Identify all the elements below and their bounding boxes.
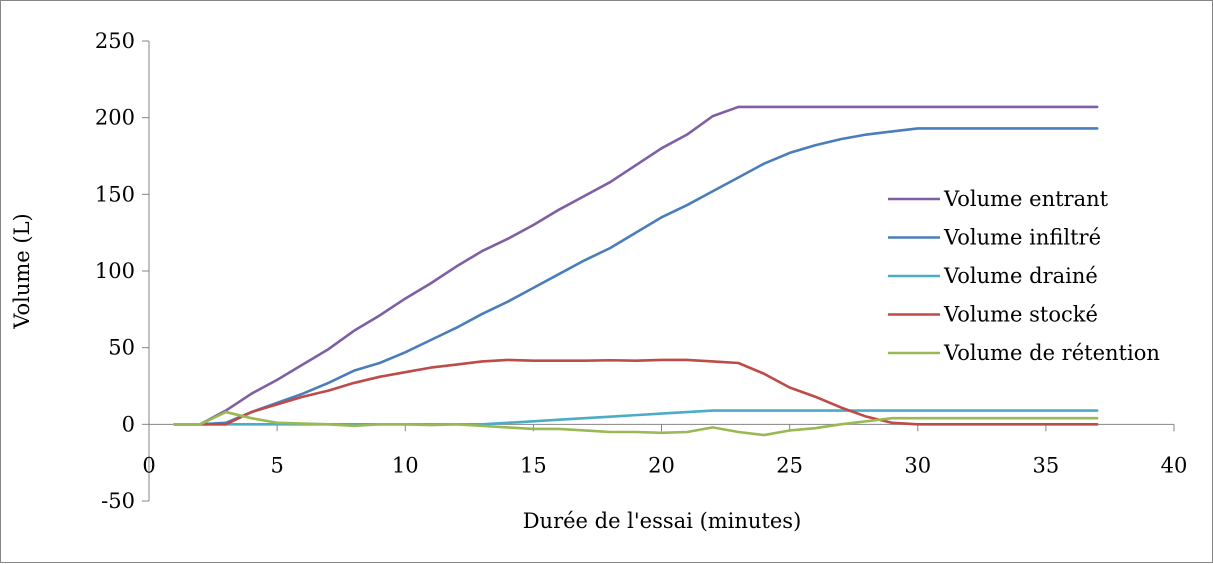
series-line-volume-entrant <box>173 105 1099 426</box>
x-tick-label: 0 <box>142 453 155 477</box>
legend-label: Volume stocké <box>943 303 1098 327</box>
y-axis-title: Volume (L) <box>10 213 34 329</box>
y-tick-label: -50 <box>101 489 135 513</box>
y-tick-label: 200 <box>95 106 135 130</box>
series-line-volume-de-retention <box>173 410 1099 437</box>
legend-label: Volume drainé <box>943 264 1098 288</box>
x-tick-label: 30 <box>904 453 931 477</box>
series-layer <box>173 105 1099 437</box>
axes: -50 0 50 100 150 200 250 0 5 10 15 20 25 30 35 40 <box>95 29 1187 513</box>
series-line-volume-infiltre <box>173 127 1099 426</box>
series-line-volume-stocke <box>173 358 1099 426</box>
y-tick-label: 50 <box>108 336 135 360</box>
legend-item-volume-stocke: Volume stocké <box>888 303 1098 327</box>
legend-item-volume-draine: Volume drainé <box>888 264 1098 288</box>
x-tick-label: 15 <box>520 453 547 477</box>
x-tick-label: 40 <box>1161 453 1188 477</box>
legend-label: Volume infiltré <box>943 226 1101 250</box>
y-tick-label: 0 <box>122 412 135 436</box>
legend-item-volume-infiltre: Volume infiltré <box>888 226 1101 250</box>
legend-label: Volume entrant <box>943 187 1109 211</box>
legend: Volume entrant Volume infiltré Volume drai… <box>888 187 1160 365</box>
legend-item-volume-entrant: Volume entrant <box>888 187 1109 211</box>
x-tick-label: 25 <box>776 453 803 477</box>
legend-label: Volume de rétention <box>943 341 1160 365</box>
x-tick-label: 20 <box>648 453 675 477</box>
x-axis-title: Durée de l'essai (minutes) <box>523 509 802 533</box>
y-tick-label: 250 <box>95 29 135 53</box>
y-tick-label: 100 <box>95 259 135 283</box>
x-tick-label: 35 <box>1033 453 1060 477</box>
x-tick-label: 10 <box>392 453 419 477</box>
x-tick-label: 5 <box>270 453 283 477</box>
y-tick-label: 150 <box>95 182 135 206</box>
legend-item-volume-de-retention: Volume de rétention <box>888 341 1160 365</box>
